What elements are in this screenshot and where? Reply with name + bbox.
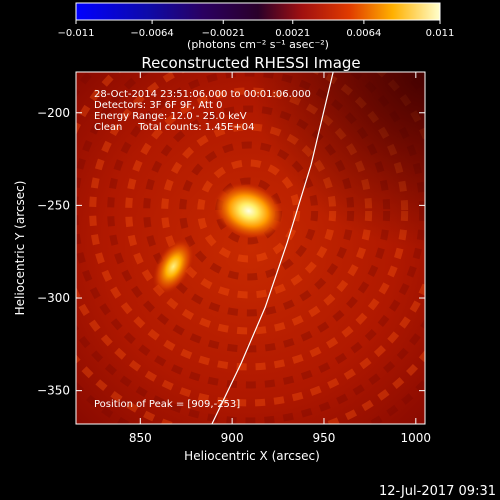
colorbar: −0.011 −0.0064 −0.0021 0.0021 0.0064 0.011 (p… [57, 2, 454, 51]
footer-date: 12-Jul-2017 09:31 [379, 484, 496, 499]
y-tick-label: −350 [37, 384, 70, 398]
x-tick-label: 900 [221, 431, 244, 445]
colorbar-tick-label: −0.011 [57, 28, 94, 39]
colorbar-tick-label: 0.0064 [346, 28, 381, 39]
info-line-detectors: Detectors: 3F 6F 9F, Att 0 [94, 100, 222, 111]
info-text: 28-Oct-2014 23:51:06.000 to 00:01:06.000… [94, 89, 311, 410]
x-tick-label: 850 [129, 431, 152, 445]
info-line-time: 28-Oct-2014 23:51:06.000 to 00:01:06.000 [94, 89, 311, 100]
x-axis-label: Heliocentric X (arcsec) [184, 449, 320, 463]
hxr-source-secondary [152, 238, 194, 295]
x-tick-label: 1000 [401, 431, 432, 445]
heatmap-image [76, 72, 425, 424]
info-line-clean: Clean Total counts: 1.45E+04 [94, 122, 254, 133]
colorbar-tick-label: −0.0064 [130, 28, 173, 39]
y-tick-label: −300 [37, 291, 70, 305]
colorbar-ticks: −0.011 −0.0064 −0.0021 0.0021 0.0064 0.011 [57, 20, 454, 39]
colorbar-tick-label: −0.0021 [202, 28, 245, 39]
y-axis-label: Heliocentric Y (arcsec) [13, 181, 27, 316]
colorbar-tick-label: 0.011 [426, 28, 455, 39]
y-axis: −200 −250 −300 −350 [37, 106, 425, 398]
colorbar-units-label: (photons cm⁻² s⁻¹ asec⁻²) [187, 38, 329, 51]
colorbar-gradient [75, 2, 441, 21]
peak-position-label: Position of Peak = [909,-253] [94, 399, 240, 410]
x-axis: 850 900 950 1000 [129, 72, 431, 445]
plot-frame [75, 71, 426, 425]
info-line-energy: Energy Range: 12.0 - 25.0 keV [94, 111, 247, 122]
solar-limb-line [211, 72, 334, 424]
colorbar-tick-label: 0.0021 [275, 28, 310, 39]
y-tick-label: −250 [37, 198, 70, 212]
y-tick-label: −200 [37, 106, 70, 120]
chart-title: Reconstructed RHESSI Image [141, 54, 360, 72]
x-tick-label: 950 [313, 431, 336, 445]
hxr-source-peak [213, 182, 284, 240]
